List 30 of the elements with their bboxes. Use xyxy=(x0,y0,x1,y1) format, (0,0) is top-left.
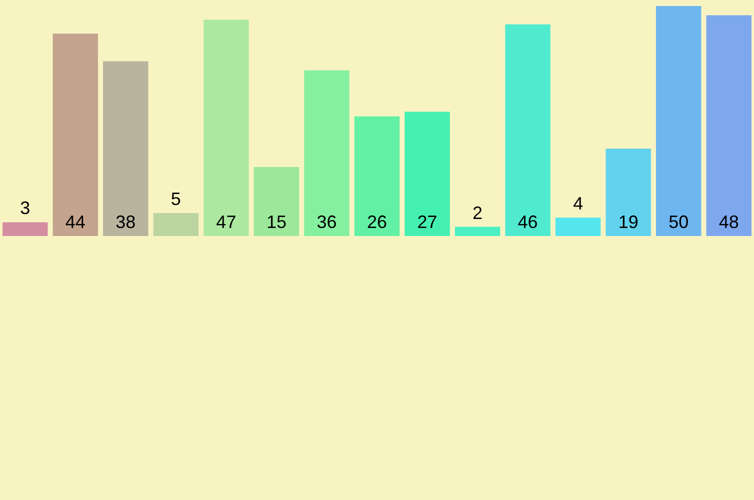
bar xyxy=(204,20,249,236)
bar xyxy=(304,70,350,236)
data-label: 48 xyxy=(718,212,739,232)
bar xyxy=(454,226,500,236)
data-label: 36 xyxy=(316,212,337,232)
data-label: 3 xyxy=(20,198,30,218)
bar xyxy=(153,213,199,236)
data-label: 46 xyxy=(518,212,538,232)
data-label: 4 xyxy=(573,194,584,214)
bar xyxy=(2,222,48,236)
data-label: 50 xyxy=(668,212,689,232)
bar xyxy=(404,112,450,236)
data-label: 15 xyxy=(266,212,286,232)
bar xyxy=(52,34,98,236)
bar xyxy=(706,15,752,236)
bar xyxy=(254,167,300,236)
bar xyxy=(555,218,601,236)
data-label: 2 xyxy=(472,202,483,223)
bar xyxy=(354,116,400,236)
bar xyxy=(103,61,148,236)
bar xyxy=(656,6,702,236)
data-label: 26 xyxy=(366,212,388,232)
bar xyxy=(505,24,550,236)
data-label: 44 xyxy=(65,212,86,232)
data-label: 27 xyxy=(417,212,438,232)
data-label: 19 xyxy=(618,212,638,232)
data-label: 47 xyxy=(216,212,236,232)
data-label: 38 xyxy=(116,212,136,232)
data-label: 5 xyxy=(170,188,181,209)
bar xyxy=(606,148,651,236)
